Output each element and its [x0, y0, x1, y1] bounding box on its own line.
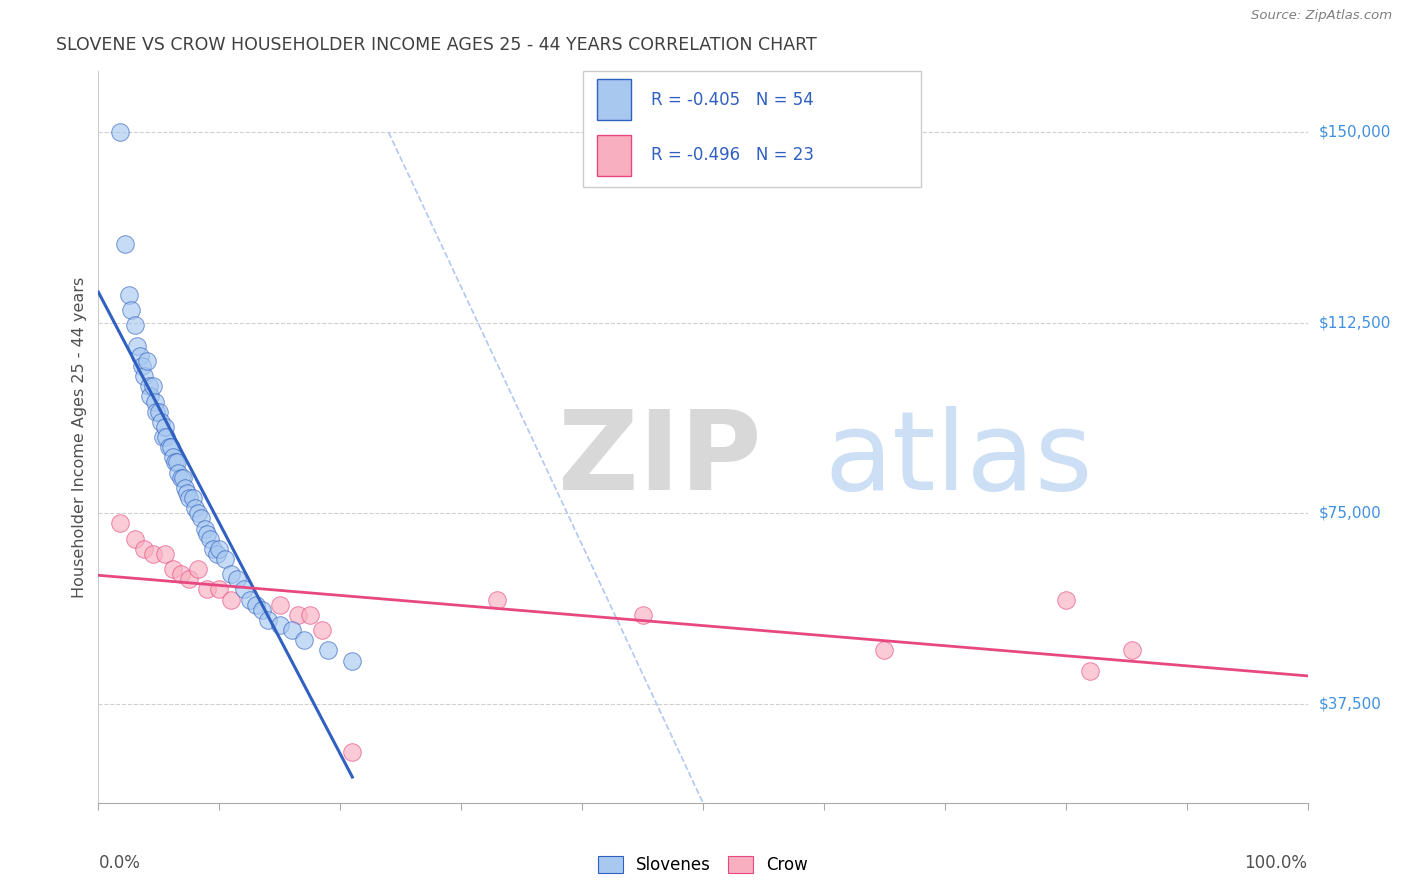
Point [177, 572, 201, 586]
Point [134, 369, 156, 384]
Point [256, 613, 278, 627]
Point [195, 526, 218, 541]
Point [269, 598, 291, 612]
Point [190, 511, 212, 525]
Point [250, 603, 273, 617]
Point [150, 415, 173, 429]
Point [292, 633, 315, 648]
Point [162, 450, 184, 465]
Point [138, 379, 160, 393]
Point [287, 607, 309, 622]
Point [166, 455, 188, 469]
Point [162, 562, 184, 576]
Y-axis label: Householder Income Ages 25 - 44 years: Householder Income Ages 25 - 44 years [72, 277, 87, 598]
Point [169, 567, 191, 582]
Point [139, 389, 162, 403]
Point [631, 607, 654, 622]
Point [155, 430, 177, 444]
Point [1121, 643, 1143, 657]
Point [108, 125, 131, 139]
Point [174, 481, 197, 495]
Point [221, 567, 243, 582]
Point [142, 379, 165, 393]
Point [148, 405, 170, 419]
Point [153, 420, 176, 434]
Point [1078, 664, 1101, 678]
Point [142, 547, 165, 561]
Point [128, 349, 150, 363]
Point [163, 455, 186, 469]
Point [208, 541, 231, 556]
Point [134, 541, 156, 556]
Point [208, 582, 231, 597]
Point [145, 405, 167, 419]
Point [160, 440, 183, 454]
Point [169, 471, 191, 485]
Point [342, 745, 364, 759]
Point [187, 562, 209, 576]
Point [118, 288, 141, 302]
Point [194, 521, 217, 535]
Point [342, 654, 364, 668]
Point [281, 623, 304, 637]
Bar [598, 79, 631, 120]
Point [245, 598, 267, 612]
Point [177, 491, 201, 505]
Text: $150,000: $150,000 [1319, 125, 1391, 140]
Point [143, 394, 166, 409]
Point [269, 618, 291, 632]
Point [214, 552, 236, 566]
Point [1054, 592, 1077, 607]
Point [205, 547, 228, 561]
Point [152, 430, 174, 444]
Text: R = -0.496   N = 23: R = -0.496 N = 23 [651, 146, 814, 164]
Text: SLOVENE VS CROW HOUSEHOLDER INCOME AGES 25 - 44 YEARS CORRELATION CHART: SLOVENE VS CROW HOUSEHOLDER INCOME AGES … [56, 36, 817, 54]
Text: $37,500: $37,500 [1319, 697, 1382, 711]
Text: $75,000: $75,000 [1319, 506, 1382, 521]
Point [187, 506, 209, 520]
Point [108, 516, 131, 531]
Text: atlas: atlas [824, 406, 1092, 513]
Point [202, 541, 225, 556]
Point [167, 466, 190, 480]
Text: ZIP: ZIP [558, 406, 761, 513]
Point [486, 592, 509, 607]
Point [176, 486, 198, 500]
Point [131, 359, 153, 373]
Point [135, 354, 157, 368]
Point [221, 592, 243, 607]
Point [226, 572, 249, 586]
Text: R = -0.405   N = 54: R = -0.405 N = 54 [651, 91, 814, 109]
Text: Source: ZipAtlas.com: Source: ZipAtlas.com [1251, 9, 1392, 22]
Point [239, 592, 262, 607]
Point [195, 582, 218, 597]
Point [172, 471, 194, 485]
Point [311, 623, 333, 637]
Point [198, 532, 221, 546]
Point [157, 440, 180, 454]
Point [184, 501, 207, 516]
Legend: Slovenes, Crow: Slovenes, Crow [589, 847, 817, 882]
Point [114, 237, 136, 252]
Bar [598, 135, 631, 176]
Point [124, 532, 146, 546]
Point [120, 303, 142, 318]
Point [873, 643, 896, 657]
Point [298, 607, 321, 622]
Point [124, 318, 146, 333]
Point [316, 643, 339, 657]
Point [232, 582, 254, 597]
Point [127, 338, 149, 352]
Text: 100.0%: 100.0% [1244, 854, 1308, 872]
Point [181, 491, 204, 505]
Text: $112,500: $112,500 [1319, 315, 1391, 330]
Point [153, 547, 176, 561]
Text: 0.0%: 0.0% [98, 854, 141, 872]
